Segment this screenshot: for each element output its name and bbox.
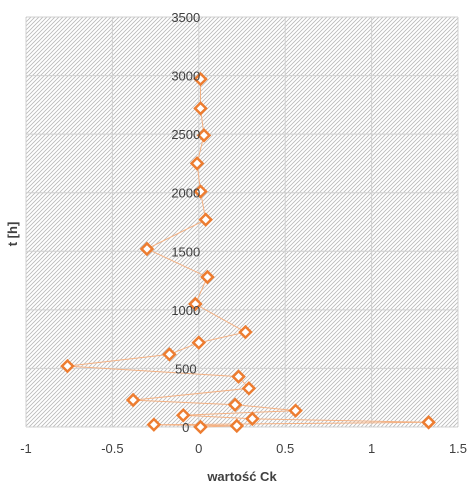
data-point-marker xyxy=(421,415,436,430)
x-tick-label: 1.5 xyxy=(449,441,467,456)
x-axis-tick-labels: -1 -0.5 0 0.5 1 1.5 xyxy=(20,441,467,456)
data-point-marker xyxy=(193,101,208,116)
x-axis-title: wartość Ck xyxy=(206,469,277,484)
y-tick-label: 0 xyxy=(182,420,189,435)
data-point-marker xyxy=(198,212,213,227)
data-point-marker xyxy=(162,347,177,362)
y-tick-label: 500 xyxy=(175,361,197,376)
data-point-marker xyxy=(189,156,205,171)
x-tick-label: 1 xyxy=(368,441,375,456)
y-axis-title: t [h] xyxy=(5,222,20,247)
data-point-marker xyxy=(241,381,257,396)
data-point-marker xyxy=(191,335,207,350)
series-markers xyxy=(60,71,436,435)
y-tick-label: 1000 xyxy=(171,303,200,318)
y-tick-label: 3000 xyxy=(171,69,200,84)
data-point-marker xyxy=(193,71,208,87)
data-point-marker xyxy=(188,296,203,312)
x-tick-label: 0 xyxy=(195,441,202,456)
x-tick-label: -1 xyxy=(20,441,32,456)
y-tick-label: 1500 xyxy=(171,244,200,259)
data-point-marker xyxy=(60,358,75,374)
data-point-marker xyxy=(193,419,208,435)
y-tick-label: 2000 xyxy=(171,186,200,201)
y-axis-tick-labels: 0 500 1000 1500 2000 2500 3000 3500 xyxy=(171,10,200,435)
data-point-marker xyxy=(238,324,253,340)
data-point-marker xyxy=(175,408,191,423)
data-point-marker xyxy=(288,403,303,418)
x-tick-label: 0.5 xyxy=(276,441,294,456)
y-tick-label: 3500 xyxy=(171,10,200,25)
data-point-marker xyxy=(200,269,215,285)
x-tick-label: -0.5 xyxy=(101,441,123,456)
data-point-marker xyxy=(196,128,212,143)
data-point-marker xyxy=(146,417,162,432)
y-tick-label: 2500 xyxy=(171,127,200,142)
plot-hatch-background xyxy=(26,17,458,427)
data-point-marker xyxy=(245,411,260,427)
data-point-marker xyxy=(125,392,141,408)
data-point-marker xyxy=(229,418,245,434)
data-point-marker xyxy=(227,397,243,413)
data-point-marker xyxy=(193,184,208,199)
data-point-marker xyxy=(231,369,246,384)
data-point-marker xyxy=(139,241,155,257)
